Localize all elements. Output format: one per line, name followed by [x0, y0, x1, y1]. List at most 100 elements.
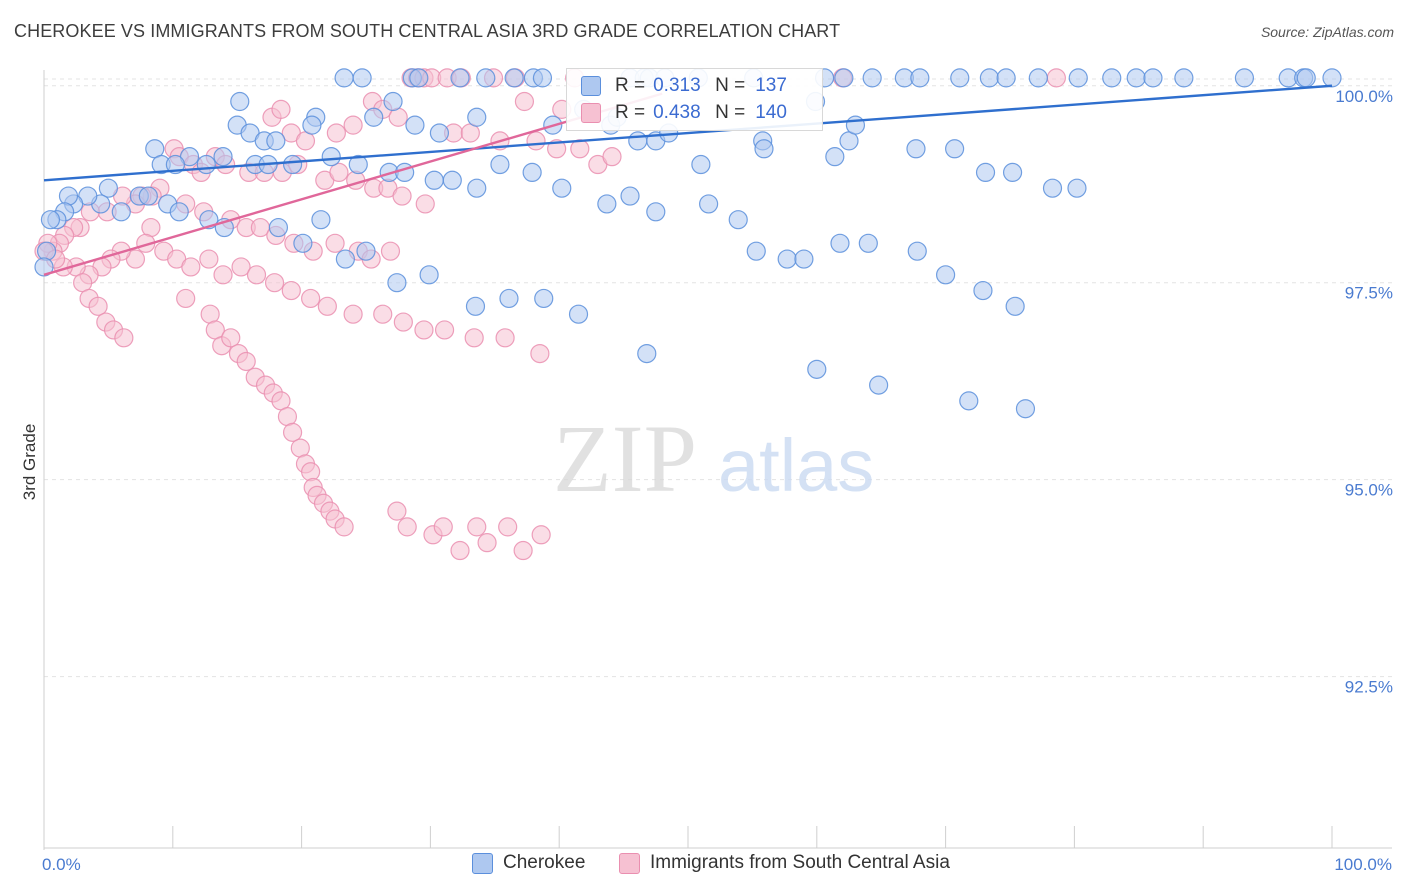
data-point-cherokee [522, 162, 542, 183]
data-point-cherokee [266, 131, 286, 151]
series-legend-immigrants[interactable]: Immigrants from South Central Asia [619, 852, 950, 874]
data-point-immigrants [281, 280, 301, 301]
legend-n-value: 137 [755, 75, 787, 96]
y-tick-label: 92.5% [1345, 678, 1393, 697]
data-point-cherokee [321, 147, 341, 167]
data-point-cherokee [352, 68, 372, 88]
data-point-immigrants [464, 328, 484, 348]
legend-swatch-pink [581, 103, 601, 123]
data-point-cherokee [862, 68, 882, 88]
legend-n-label: N = [715, 75, 746, 96]
data-point-cherokee [111, 202, 131, 222]
series-legend-cherokee[interactable]: Cherokee [472, 852, 585, 874]
data-point-immigrants [282, 422, 303, 442]
legend-r-label: R = [615, 102, 646, 123]
data-point-immigrants [415, 194, 435, 214]
data-point-cherokee [950, 68, 970, 88]
x-tick-label: 0.0% [42, 855, 81, 874]
data-point-cherokee [442, 170, 462, 190]
data-point-cherokee [34, 257, 54, 277]
data-point-immigrants [343, 115, 363, 135]
data-point-cherokee [196, 154, 216, 175]
data-point-immigrants [414, 320, 434, 340]
data-point-cherokee [728, 210, 748, 230]
data-point-cherokee [646, 202, 666, 222]
data-point-immigrants [246, 265, 267, 285]
data-point-immigrants [213, 265, 233, 285]
data-point-immigrants [392, 186, 412, 206]
data-point-cherokee [1068, 68, 1088, 88]
data-point-immigrants [236, 351, 256, 372]
data-point-cherokee [429, 123, 450, 143]
data-point-cherokee [858, 233, 878, 253]
data-point-cherokee [628, 131, 648, 151]
data-point-cherokee [1322, 68, 1342, 88]
legend-r-value: 0.313 [653, 75, 701, 96]
data-point-cherokee [268, 217, 289, 238]
watermark-zip: ZIP [553, 405, 697, 512]
data-point-cherokee [504, 68, 524, 88]
data-point-cherokee [334, 68, 354, 88]
series-swatch-pink [619, 852, 640, 874]
data-point-cherokee [1042, 178, 1063, 198]
data-point-immigrants [373, 304, 393, 324]
data-point-cherokee [98, 178, 119, 198]
data-point-cherokee [335, 249, 355, 269]
data-point-cherokee [450, 68, 470, 88]
data-point-immigrants [397, 517, 417, 537]
source-label: Source: ZipAtlas.com [1260, 24, 1394, 40]
data-point-immigrants [325, 233, 345, 253]
tick-labels: 100.0% 97.5% 95.0% 92.5% 0.0% 100.0% [42, 87, 1393, 874]
data-point-cherokee [869, 375, 889, 395]
data-point-immigrants [326, 123, 346, 143]
x-tick-label: 100.0% [1334, 855, 1392, 874]
data-point-cherokee [465, 296, 486, 316]
data-point-immigrants [477, 533, 497, 553]
data-point-cherokee [691, 154, 711, 175]
data-point-immigrants [114, 328, 134, 348]
data-point-cherokee [1028, 68, 1048, 88]
data-point-cherokee [807, 359, 827, 379]
data-point-cherokee [364, 107, 384, 127]
data-point-cherokee [409, 68, 429, 88]
data-point-cherokee [1067, 178, 1087, 198]
data-point-immigrants [199, 249, 219, 269]
data-point-immigrants [346, 170, 366, 190]
data-point-immigrants [495, 328, 515, 348]
trend-line-immigrants [43, 92, 663, 276]
data-point-cherokee [467, 178, 487, 198]
data-point-cherokee [973, 280, 993, 301]
data-point-cherokee [419, 265, 439, 285]
data-point-cherokee [568, 304, 589, 324]
data-point-immigrants [271, 99, 291, 119]
data-point-cherokee [302, 115, 322, 135]
data-point-cherokee [532, 68, 553, 88]
data-point-cherokee [282, 154, 303, 175]
data-point-immigrants [221, 328, 241, 348]
data-point-cherokee [597, 194, 617, 214]
correlation-legend: R = 0.313 N = 137 R = 0.438 N = 140 [566, 68, 823, 131]
legend-n-label: N = [715, 102, 746, 123]
legend-n-value: 140 [755, 102, 787, 123]
data-point-cherokee [356, 241, 376, 261]
data-point-cherokee [1143, 68, 1163, 88]
data-point-immigrants [531, 525, 551, 545]
y-tick-label: 97.5% [1345, 284, 1393, 303]
data-point-cherokee [907, 241, 927, 261]
data-point-cherokee [1296, 68, 1316, 88]
series-legend: Cherokee Immigrants from South Central A… [0, 852, 1406, 878]
data-point-cherokee [975, 162, 996, 183]
y-tick-label: 100.0% [1335, 87, 1393, 106]
data-point-immigrants [343, 304, 363, 324]
series-legend-label: Cherokee [503, 852, 586, 873]
data-point-immigrants [547, 139, 567, 159]
series-swatch-blue [472, 852, 493, 874]
data-point-cherokee [1002, 162, 1023, 183]
data-point-cherokee [1174, 68, 1194, 88]
data-point-immigrants [434, 320, 455, 340]
chart-title: CHEROKEE VS IMMIGRANTS FROM SOUTH CENTRA… [14, 21, 841, 41]
data-point-cherokee [754, 139, 774, 159]
data-point-cherokee [213, 147, 233, 167]
data-point-cherokee [1126, 68, 1146, 88]
data-point-immigrants [450, 540, 470, 561]
